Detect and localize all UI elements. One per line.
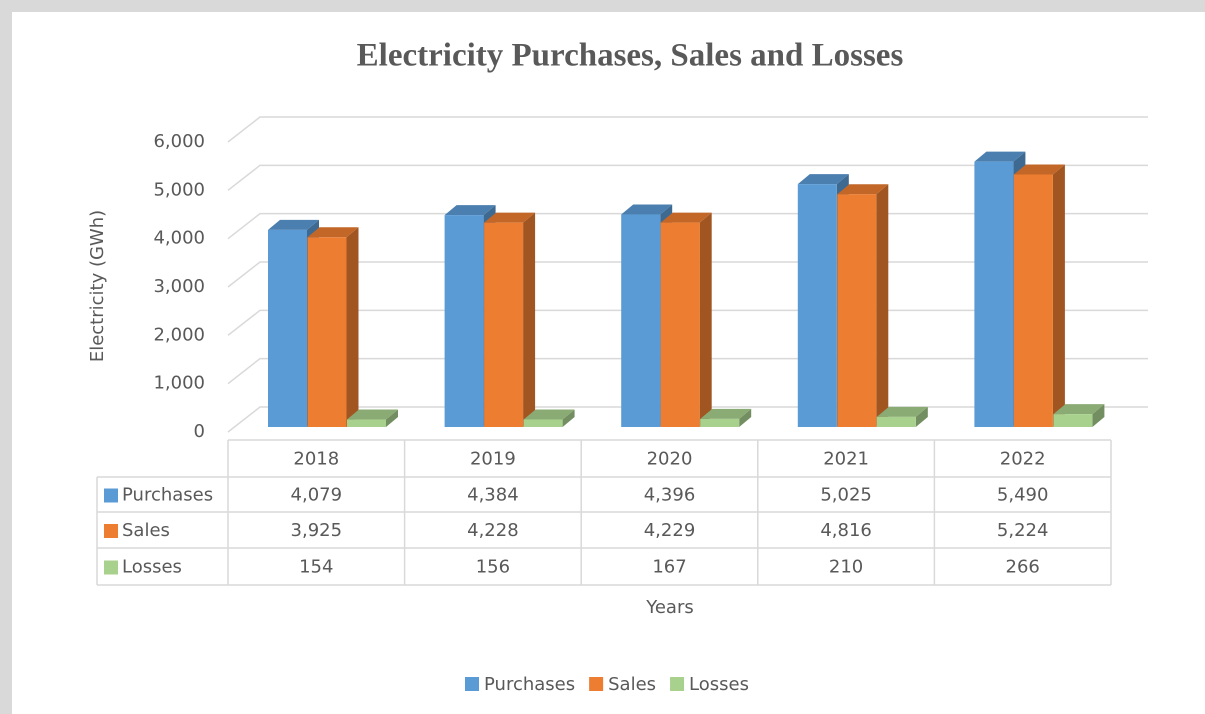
table-legend-key [104,488,118,503]
y-axis-title: Electricity (GWh) [87,210,108,362]
table-cell: 167 [652,557,686,578]
bar [1013,164,1065,428]
bar-front [876,416,916,427]
bar [876,406,928,427]
table-cell: 4,229 [644,520,696,541]
legend-label: Purchases [484,674,575,695]
bar-front [347,419,386,427]
bar-side [915,406,928,427]
table-cell: 3,925 [291,520,343,541]
bar-side [346,227,359,427]
bar-top [268,219,319,230]
table-cell: 5,490 [997,485,1049,506]
bar-front [484,222,524,427]
bar-front [621,214,661,427]
bar-side [1052,164,1065,428]
bar [1053,404,1105,427]
bar-side [386,409,398,427]
y-tick-label: 3,000 [153,276,205,297]
table-cell: 154 [299,557,333,578]
bar-top [974,151,1026,162]
bar-top [876,406,928,417]
legend-label: Losses [689,674,749,695]
table-legend-key [104,524,118,538]
bar [837,184,889,427]
bar-side [739,408,752,427]
x-tick-label: 2021 [823,449,869,470]
bar-side [523,212,536,427]
table-cell: 4,384 [467,485,519,506]
grid-line [227,164,1148,191]
bar-front [307,237,347,427]
table-cell: 4,816 [820,520,872,541]
bar-top [660,212,712,223]
legend-key [670,677,685,691]
table-cell: 4,228 [467,520,519,541]
table-row-label: Sales [122,520,170,541]
bar-front [660,222,700,427]
bar-front [797,184,837,427]
bar-top [444,205,496,216]
y-tick-label: 2,000 [153,324,205,345]
x-tick-label: 2020 [647,449,693,470]
table-cell: 5,025 [820,485,872,506]
bar-top [1013,164,1065,175]
bar-front [1013,174,1053,427]
bar-top [837,184,889,195]
chart-title: Electricity Purchases, Sales and Losses [357,38,904,74]
table-row-label: Purchases [122,485,213,506]
x-tick-label: 2019 [470,449,516,470]
bar-front [523,419,563,427]
bar [660,212,712,427]
bar [307,227,359,427]
table-legend-key [104,560,118,575]
legend-label: Sales [608,674,656,695]
bar-front [268,229,307,427]
table-row-label: Losses [122,557,182,578]
bar-top [700,408,752,419]
y-tick-label: 5,000 [153,179,205,200]
legend-key [589,677,604,691]
bar-side [562,409,575,427]
bar-side [876,184,889,427]
bar-side [1092,404,1105,427]
table-cell: 5,224 [997,520,1049,541]
bar-top [797,174,849,185]
bar-side [699,212,712,427]
bar-top [1053,404,1105,415]
table-cell: 266 [1006,557,1040,578]
legend-key [465,677,479,691]
x-tick-label: 2018 [293,449,339,470]
table-cell: 210 [829,557,863,578]
bar-top [523,409,575,420]
bar-front [837,194,877,427]
table-cell: 4,396 [644,485,696,506]
bar [484,212,536,427]
table-cell: 4,079 [291,485,343,506]
bar [700,408,752,427]
y-tick-label: 1,000 [153,373,205,394]
x-tick-label: 2022 [1000,449,1046,470]
y-tick-label: 4,000 [153,228,205,249]
bar-front [1053,414,1093,427]
y-tick-label: 6,000 [153,131,205,152]
bar-top [621,204,673,215]
table-cell: 156 [476,557,510,578]
y-tick-label: 0 [194,421,205,442]
bar-top [484,212,536,223]
bar-top [347,409,398,420]
bar [523,409,575,427]
bar [347,409,398,427]
bar-front [974,161,1014,427]
bar-front [444,215,484,427]
grid-line [227,116,1148,143]
bar-top [307,227,359,238]
bar-front [700,418,740,427]
x-axis-title: Years [645,597,694,618]
